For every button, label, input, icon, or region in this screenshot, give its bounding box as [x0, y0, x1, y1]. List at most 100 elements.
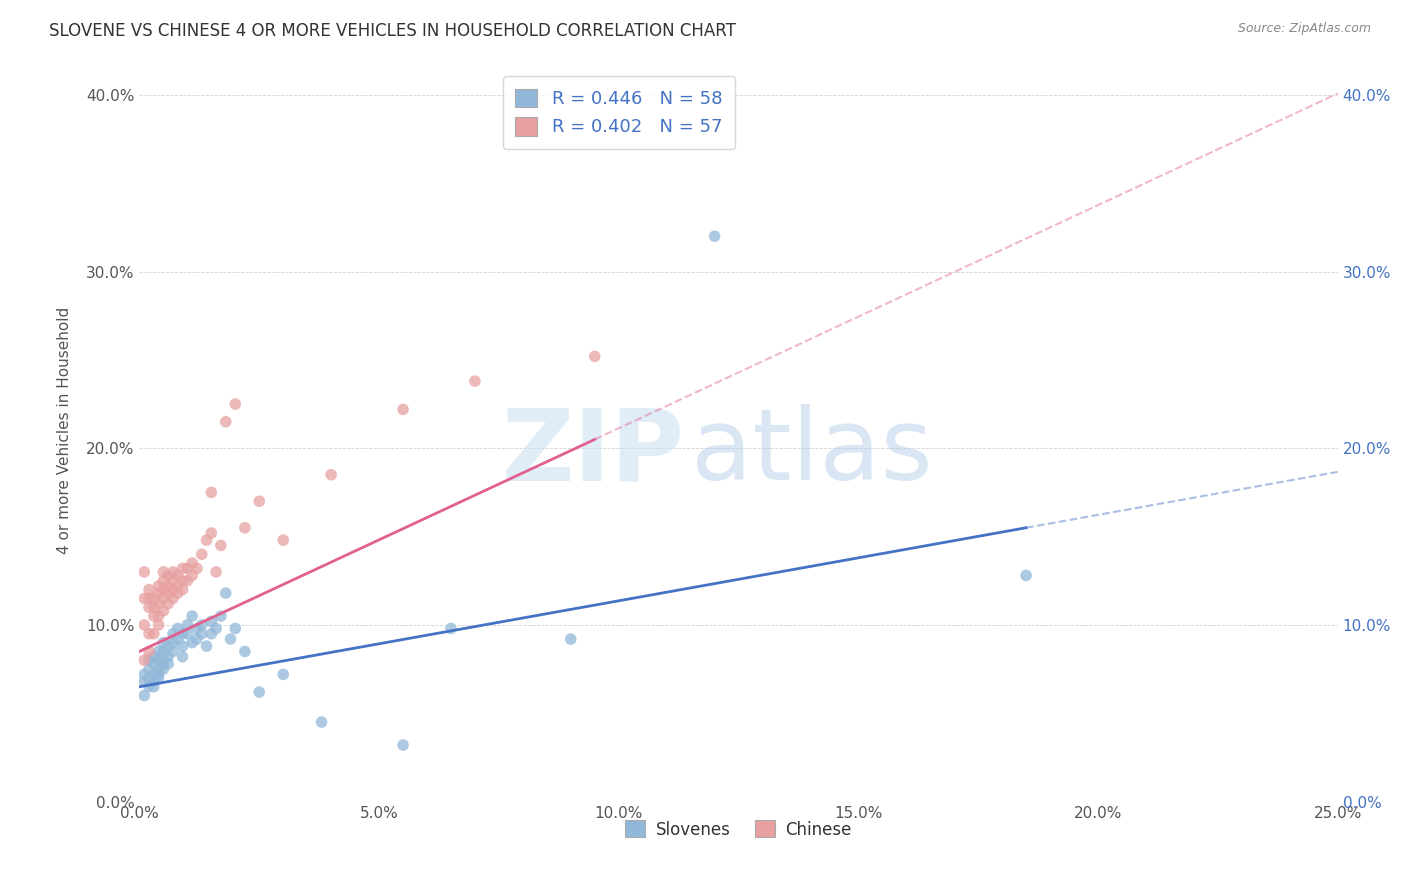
Point	[392, 402, 415, 417]
Point	[186, 632, 208, 646]
Point	[148, 644, 170, 658]
Point	[703, 229, 725, 244]
Point	[148, 579, 170, 593]
Point	[172, 639, 194, 653]
Point	[138, 662, 160, 676]
Point	[1015, 568, 1038, 582]
Point	[134, 667, 156, 681]
Text: ZIP: ZIP	[502, 404, 685, 501]
Text: atlas: atlas	[690, 404, 932, 501]
Point	[162, 626, 184, 640]
Legend: Slovenes, Chinese: Slovenes, Chinese	[619, 814, 858, 846]
Point	[166, 568, 188, 582]
Point	[233, 521, 256, 535]
Point	[440, 622, 463, 636]
Point	[166, 579, 188, 593]
Point	[583, 350, 606, 364]
Point	[142, 591, 165, 606]
Point	[162, 591, 184, 606]
Point	[166, 622, 188, 636]
Point	[560, 632, 582, 646]
Point	[162, 565, 184, 579]
Point	[247, 685, 270, 699]
Point	[172, 626, 194, 640]
Point	[176, 561, 198, 575]
Point	[162, 582, 184, 597]
Point	[148, 597, 170, 611]
Point	[142, 657, 165, 671]
Point	[152, 662, 174, 676]
Point	[138, 644, 160, 658]
Point	[195, 639, 218, 653]
Point	[162, 644, 184, 658]
Point	[148, 609, 170, 624]
Point	[200, 615, 222, 629]
Point	[152, 653, 174, 667]
Point	[152, 657, 174, 671]
Point	[181, 609, 204, 624]
Point	[186, 561, 208, 575]
Point	[205, 565, 228, 579]
Point	[152, 635, 174, 649]
Point	[190, 626, 212, 640]
Point	[142, 609, 165, 624]
Point	[176, 618, 198, 632]
Point	[148, 653, 170, 667]
Point	[157, 568, 180, 582]
Point	[152, 574, 174, 588]
Point	[186, 622, 208, 636]
Point	[200, 526, 222, 541]
Point	[166, 632, 188, 646]
Point	[142, 626, 165, 640]
Text: SLOVENE VS CHINESE 4 OR MORE VEHICLES IN HOUSEHOLD CORRELATION CHART: SLOVENE VS CHINESE 4 OR MORE VEHICLES IN…	[49, 22, 737, 40]
Point	[148, 671, 170, 685]
Point	[157, 649, 180, 664]
Point	[209, 538, 232, 552]
Point	[157, 579, 180, 593]
Point	[138, 671, 160, 685]
Point	[247, 494, 270, 508]
Point	[181, 556, 204, 570]
Point	[205, 622, 228, 636]
Point	[172, 561, 194, 575]
Point	[219, 632, 242, 646]
Point	[134, 618, 156, 632]
Point	[392, 738, 415, 752]
Point	[162, 635, 184, 649]
Point	[172, 582, 194, 597]
Point	[157, 639, 180, 653]
Point	[166, 586, 188, 600]
Point	[181, 568, 204, 582]
Text: Source: ZipAtlas.com: Source: ZipAtlas.com	[1237, 22, 1371, 36]
Point	[200, 485, 222, 500]
Point	[311, 715, 333, 730]
Point	[148, 662, 170, 676]
Point	[134, 689, 156, 703]
Point	[134, 674, 156, 689]
Point	[152, 565, 174, 579]
Point	[209, 609, 232, 624]
Point	[157, 657, 180, 671]
Point	[148, 586, 170, 600]
Point	[142, 667, 165, 681]
Point	[181, 635, 204, 649]
Point	[464, 374, 486, 388]
Point	[152, 644, 174, 658]
Point	[134, 591, 156, 606]
Point	[172, 574, 194, 588]
Point	[271, 667, 294, 681]
Point	[134, 653, 156, 667]
Y-axis label: 4 or more Vehicles in Household: 4 or more Vehicles in Household	[58, 307, 72, 554]
Point	[134, 565, 156, 579]
Point	[162, 574, 184, 588]
Point	[138, 680, 160, 694]
Point	[152, 591, 174, 606]
Point	[224, 622, 246, 636]
Point	[224, 397, 246, 411]
Point	[271, 533, 294, 548]
Point	[157, 597, 180, 611]
Point	[233, 644, 256, 658]
Point	[148, 667, 170, 681]
Point	[142, 680, 165, 694]
Point	[138, 582, 160, 597]
